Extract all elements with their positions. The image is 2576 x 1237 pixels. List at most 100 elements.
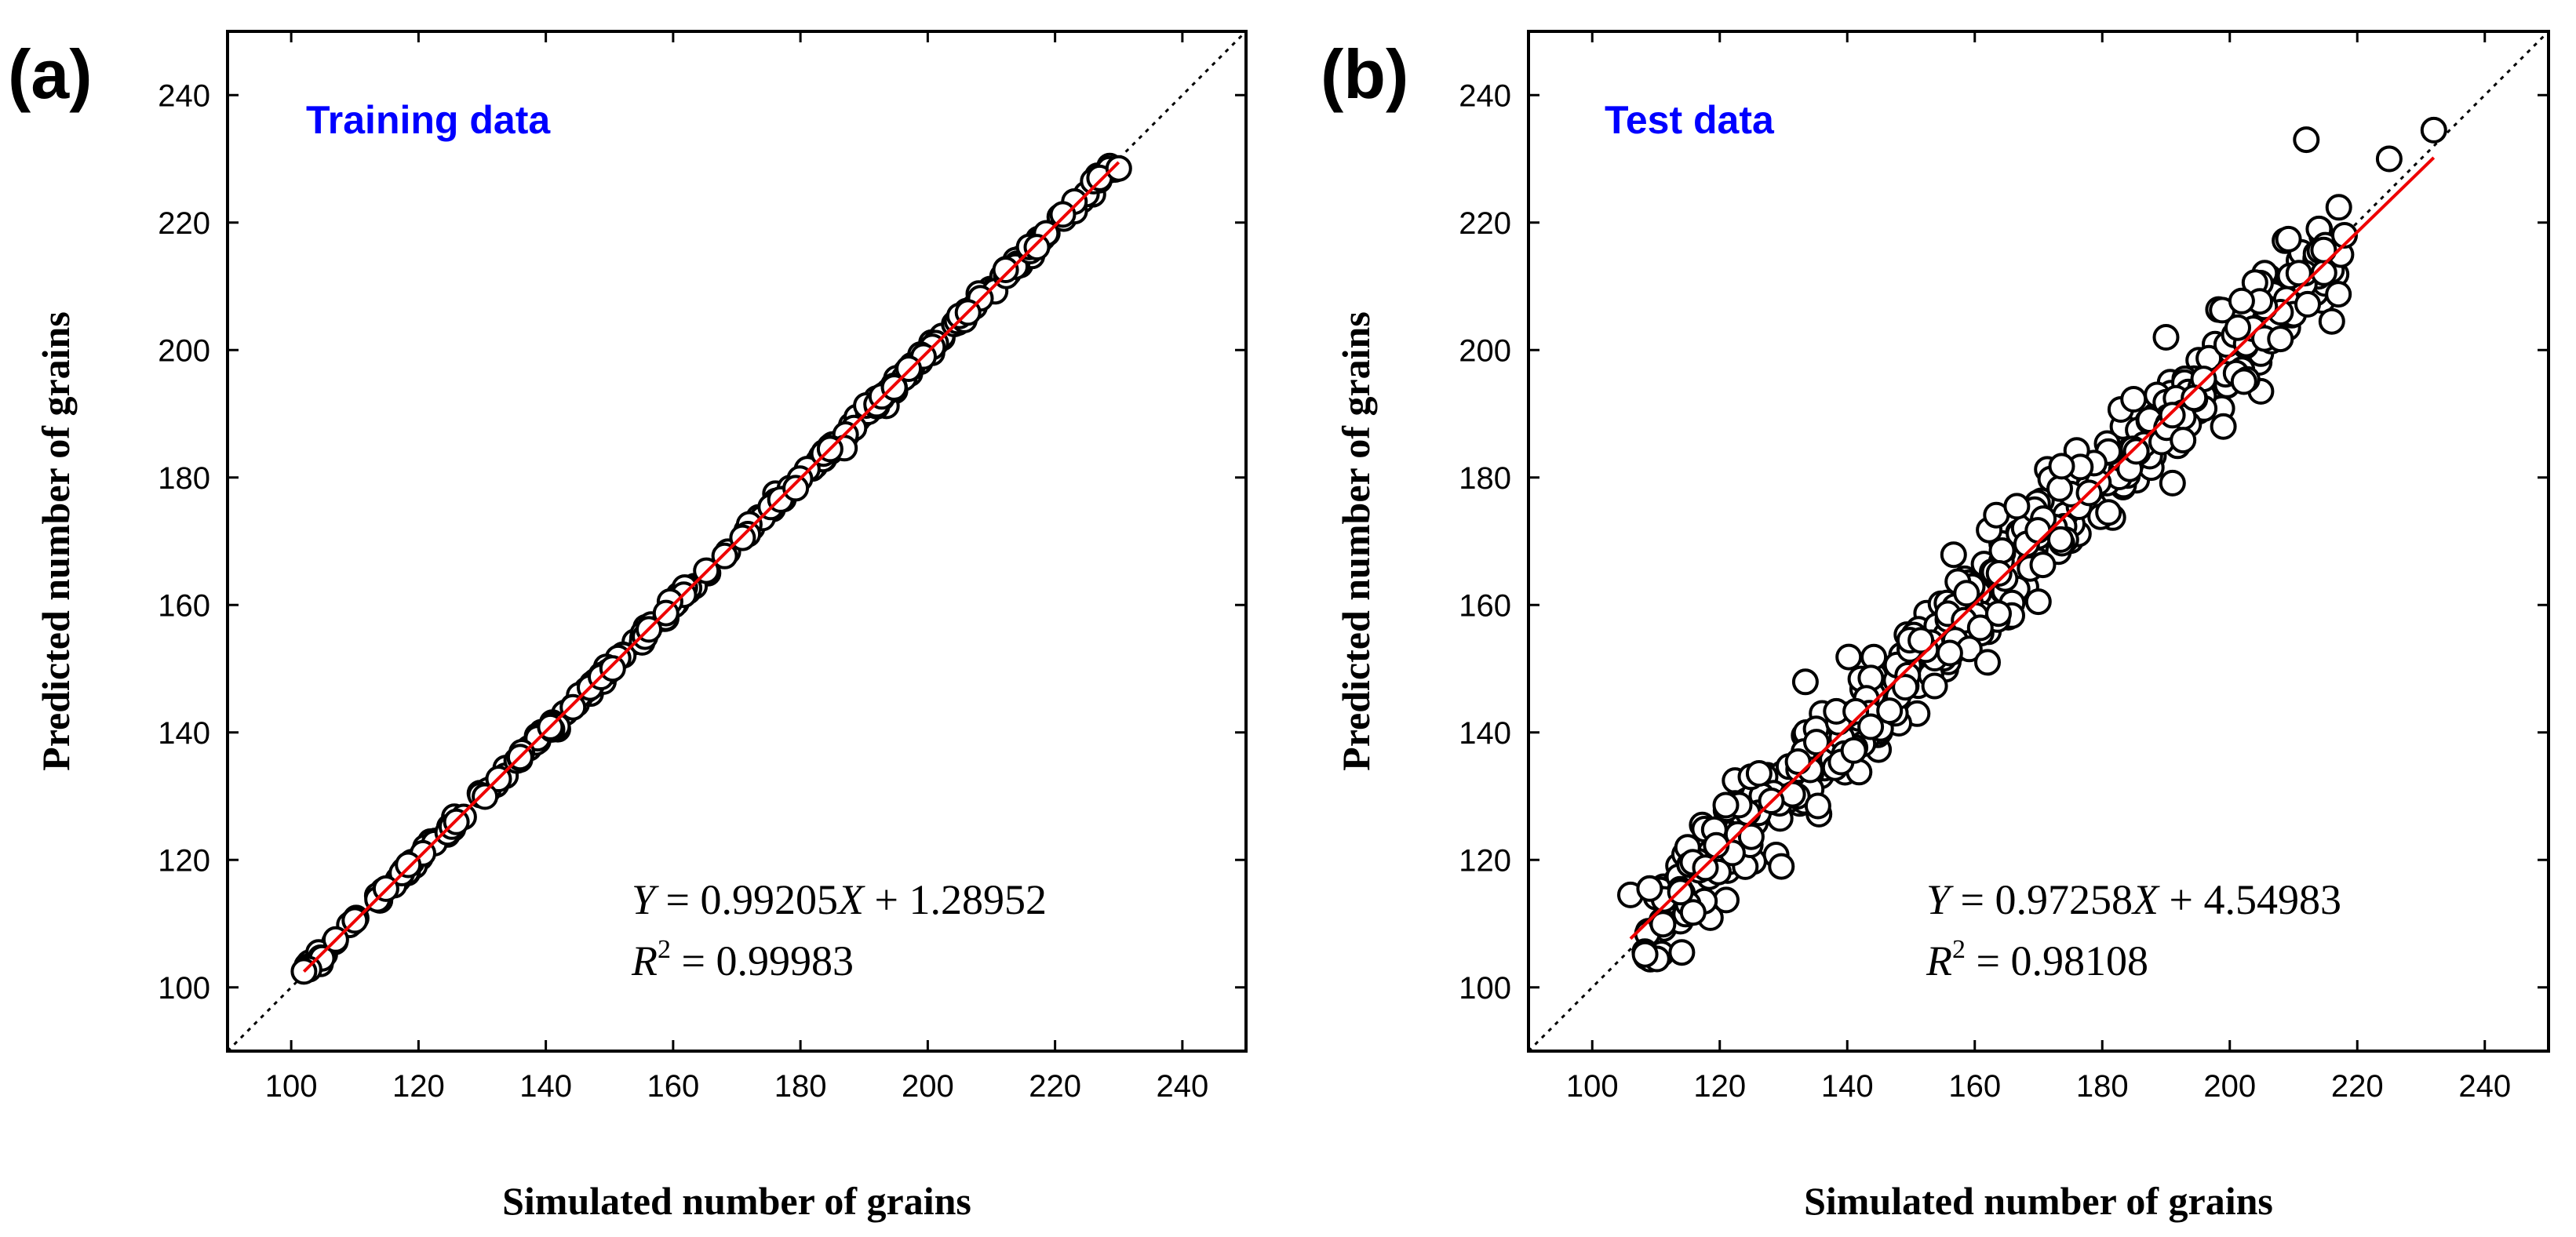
data-point (1737, 823, 1765, 850)
data-point (2325, 281, 2352, 308)
y-tick-label: 140 (158, 716, 210, 751)
data-point (1876, 697, 1904, 725)
data-point (1988, 537, 2016, 564)
data-point (1985, 600, 2012, 628)
data-point (1631, 940, 1659, 968)
x-tick-label: 180 (2076, 1069, 2129, 1104)
panel-label: (a) (8, 35, 93, 113)
data-point (1857, 713, 1885, 740)
y-tick-label: 120 (1459, 843, 1511, 878)
data-point (2375, 145, 2403, 173)
data-point (472, 783, 499, 810)
data-point (1023, 234, 1051, 261)
x-axis-label: Simulated number of grains (1804, 1179, 2273, 1223)
y-tick-label: 140 (1459, 716, 1511, 751)
data-point (2047, 526, 2074, 553)
panel-label: (b) (1321, 35, 1408, 113)
data-point (1804, 792, 1831, 820)
data-point (2331, 222, 2358, 249)
data-point (1768, 853, 1795, 880)
data-point (782, 475, 810, 502)
r-squared: R2 = 0.98108 (1926, 935, 2148, 984)
y-tick-label: 100 (158, 971, 210, 1006)
y-tick-label: 120 (158, 843, 210, 878)
y-tick-label: 160 (158, 588, 210, 623)
x-tick-label: 240 (1157, 1069, 1209, 1104)
x-tick-label: 180 (774, 1069, 827, 1104)
y-tick-label: 200 (158, 333, 210, 368)
data-point (2159, 402, 2186, 429)
data-point (1636, 875, 1663, 902)
data-point (2170, 427, 2197, 454)
x-tick-label: 100 (1566, 1069, 1619, 1104)
data-point (2228, 287, 2255, 315)
y-tick-label: 180 (158, 461, 210, 496)
y-axis-label: Predicted number of grains (34, 311, 78, 771)
data-point (599, 655, 626, 682)
r-squared: R2 = 0.99983 (631, 935, 854, 984)
data-point (395, 851, 422, 879)
chart-title: Training data (306, 98, 551, 142)
x-tick-label: 160 (1948, 1069, 2001, 1104)
data-point (2325, 194, 2352, 221)
data-point (1791, 668, 1819, 696)
data-point (1049, 201, 1077, 228)
data-point (2152, 324, 2180, 351)
data-point (2210, 413, 2237, 440)
data-point (2159, 469, 2186, 497)
y-tick-label: 200 (1459, 333, 1511, 368)
data-point (2224, 314, 2251, 341)
data-point (2024, 517, 2052, 544)
y-axis-label: Predicted number of grains (1334, 311, 1378, 771)
data-point (1803, 729, 1830, 756)
data-point (2181, 384, 2208, 412)
data-point (1835, 643, 1863, 671)
data-point (2294, 290, 2321, 318)
y-tick-label: 240 (158, 78, 210, 113)
data-point (2024, 588, 2052, 616)
data-point (1985, 560, 2013, 587)
fit-equation: Y = 0.97258X + 4.54983 (1926, 876, 2341, 923)
data-point (1105, 155, 1132, 182)
data-point (1953, 580, 1980, 607)
regression-line (1629, 156, 2436, 940)
data-point (711, 542, 738, 569)
data-point (1784, 748, 1812, 775)
data-point (2275, 225, 2302, 253)
y-tick-label: 220 (158, 206, 210, 241)
data-point (2230, 368, 2257, 395)
data-point (1840, 737, 1867, 764)
scatter-points (1617, 116, 2447, 973)
data-point (1921, 672, 1948, 700)
data-point (1936, 639, 1963, 667)
data-point (1974, 649, 2001, 676)
data-point (1649, 911, 1677, 938)
x-tick-label: 100 (265, 1069, 318, 1104)
data-point (2046, 475, 2073, 502)
data-point (1966, 614, 1994, 642)
x-tick-label: 120 (1693, 1069, 1746, 1104)
data-point (1668, 939, 1696, 966)
panel-b: (b) 100 120 140 160 180 200 220 240 100 120 140 160 1… (1321, 30, 2550, 1223)
data-point (2318, 307, 2345, 335)
plot-frame (1527, 30, 2550, 1053)
x-tick-label: 200 (2203, 1069, 2256, 1104)
x-tick-label: 140 (1821, 1069, 1874, 1104)
data-point (2003, 493, 2031, 520)
x-tick-label: 220 (1029, 1069, 1081, 1104)
x-tick-label: 220 (2331, 1069, 2384, 1104)
data-point (2095, 499, 2122, 526)
data-point (2293, 126, 2320, 154)
plot-frame (226, 30, 1248, 1053)
y-tick-label: 240 (1459, 78, 1511, 113)
x-tick-label: 240 (2458, 1069, 2511, 1104)
data-point (2267, 326, 2294, 353)
data-point (1940, 541, 1967, 569)
data-point (2048, 453, 2075, 480)
y-tick-label: 160 (1459, 588, 1511, 623)
data-point (1745, 760, 1773, 787)
x-tick-label: 200 (902, 1069, 954, 1104)
data-point (1679, 899, 1707, 926)
y-tick-label: 180 (1459, 461, 1511, 496)
